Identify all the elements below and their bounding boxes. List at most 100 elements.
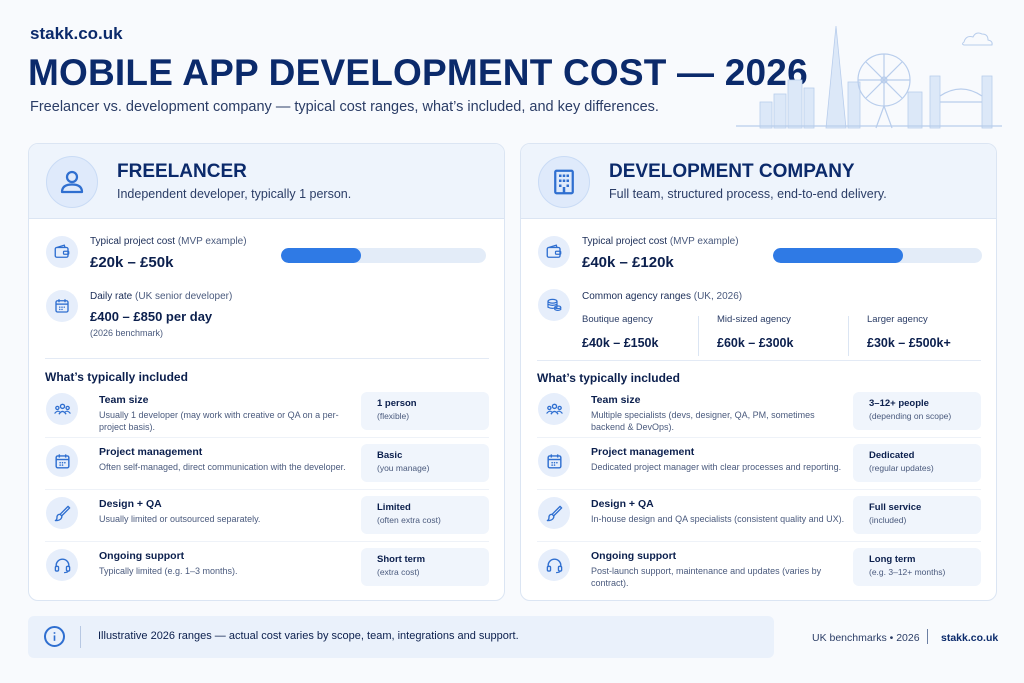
brand-logo[interactable]: stakk.co.uk [30,24,123,43]
calendar-icon [46,445,78,477]
project-cost-label: Typical project cost (MVP example) [90,236,247,247]
pill-note: (extra cost) [377,567,420,577]
pill-note: (depending on scope) [869,411,952,421]
row-description: Usually limited or outsourced separately… [99,514,261,524]
person-icon [46,156,98,208]
divider [537,360,981,361]
wallet-icon [538,236,570,268]
row-description: In-house design and QA specialists (cons… [591,514,845,524]
row-title: Design + QA [591,498,654,510]
freelancer-title: FREELANCER [117,161,247,182]
company-subtitle: Full team, structured process, end-to-en… [609,187,887,201]
agency-larger: Larger agency £30k – £500k+ [867,314,951,350]
freelancer-card-header: FREELANCER Independent developer, typica… [29,144,504,219]
pill-note: (regular updates) [869,463,934,473]
value-pill: Basic (you manage) [361,444,489,482]
pill-value: 3–12+ people [869,398,929,409]
divider [45,489,489,490]
row-description: Usually 1 developer (may work with creat… [99,410,339,432]
divider [45,358,489,359]
pill-value: Limited [377,502,411,513]
included-heading: What’s typically included [45,370,188,384]
row-title: Design + QA [99,498,162,510]
value-pill: 3–12+ people (depending on scope) [853,392,981,430]
project-cost-bar-fill [773,248,903,263]
project-cost-bar [281,248,486,263]
project-cost-label: Typical project cost (MVP example) [582,236,739,247]
pill-note: (flexible) [377,411,410,421]
footer-brand-link[interactable]: stakk.co.uk [941,632,999,644]
team-icon [46,393,78,425]
row-title: Team size [591,394,641,406]
pill-value: 1 person [377,398,417,409]
pill-value: Dedicated [869,450,915,461]
row-description: Often self-managed, direct communication… [99,462,346,472]
value-pill: Dedicated (regular updates) [853,444,981,482]
value-pill: Long term (e.g. 3–12+ months) [853,548,981,586]
calendar-icon [538,445,570,477]
project-cost-bar-fill [281,248,361,263]
company-title: DEVELOPMENT COMPANY [609,161,855,182]
divider [45,541,489,542]
value-pill: Limited (often extra cost) [361,496,489,534]
building-icon [538,156,590,208]
info-icon [44,626,65,647]
pill-value: Full service [869,502,922,513]
footer-benchmark: UK benchmarks • 2026 [812,632,920,644]
row-description: Typically limited (e.g. 1–3 months). [99,566,238,576]
footer-note: Illustrative 2026 ranges — actual cost v… [98,630,519,642]
page-title: MOBILE APP DEVELOPMENT COST — 2026 [28,52,808,93]
agency-name: Larger agency [867,314,928,325]
agency-name: Mid-sized agency [717,314,791,325]
page-subtitle: Freelancer vs. development company — typ… [30,99,659,115]
agency-mid-sized: Mid-sized agency £60k – £300k [717,314,793,350]
row-title: Project management [99,446,203,458]
pill-note: (e.g. 3–12+ months) [869,567,946,577]
row-title: Ongoing support [591,550,677,562]
team-icon [538,393,570,425]
brush-icon [46,497,78,529]
footer-note-box: Illustrative 2026 ranges — actual cost v… [28,616,774,658]
included-heading: What’s typically included [537,371,680,385]
row-description: Multiple specialists (devs, designer, QA… [591,410,815,432]
agency-ranges-label: Common agency ranges (UK, 2026) [582,291,743,302]
value-pill: 1 person (flexible) [361,392,489,430]
divider [698,316,699,356]
divider [45,437,489,438]
headset-icon [46,549,78,581]
row-description: Dedicated project manager with clear pro… [591,462,842,472]
row-description: Post-launch support, maintenance and upd… [591,566,822,588]
pill-note: (included) [869,515,907,525]
divider [848,316,849,356]
value-pill: Full service (included) [853,496,981,534]
project-cost-bar [773,248,982,263]
daily-rate-note: (2026 benchmark) [90,328,164,338]
agency-value: £30k – £500k+ [867,336,951,350]
value-pill: Short term (extra cost) [361,548,489,586]
london-skyline-illustration [736,25,1002,129]
daily-rate-label: Daily rate (UK senior developer) [90,291,233,302]
calendar-icon [46,290,78,322]
divider [927,629,928,644]
project-cost-value: £40k – £120k [582,254,674,271]
divider [537,541,981,542]
pill-note: (often extra cost) [377,515,441,525]
coins-icon [538,289,570,321]
freelancer-card: FREELANCER Independent developer, typica… [28,143,505,601]
headset-icon [538,549,570,581]
divider [537,437,981,438]
pill-value: Short term [377,554,426,565]
pill-value: Long term [869,554,916,565]
agency-name: Boutique agency [582,314,653,325]
company-card-header: DEVELOPMENT COMPANY Full team, structure… [521,144,996,219]
freelancer-subtitle: Independent developer, typically 1 perso… [117,187,352,201]
agency-boutique: Boutique agency £40k – £150k [582,314,658,350]
row-title: Team size [99,394,149,406]
daily-rate-value: £400 – £850 per day [90,309,213,324]
row-title: Project management [591,446,695,458]
divider [80,626,81,648]
pill-value: Basic [377,450,403,461]
agency-value: £40k – £150k [582,336,659,350]
brush-icon [538,497,570,529]
row-title: Ongoing support [99,550,185,562]
